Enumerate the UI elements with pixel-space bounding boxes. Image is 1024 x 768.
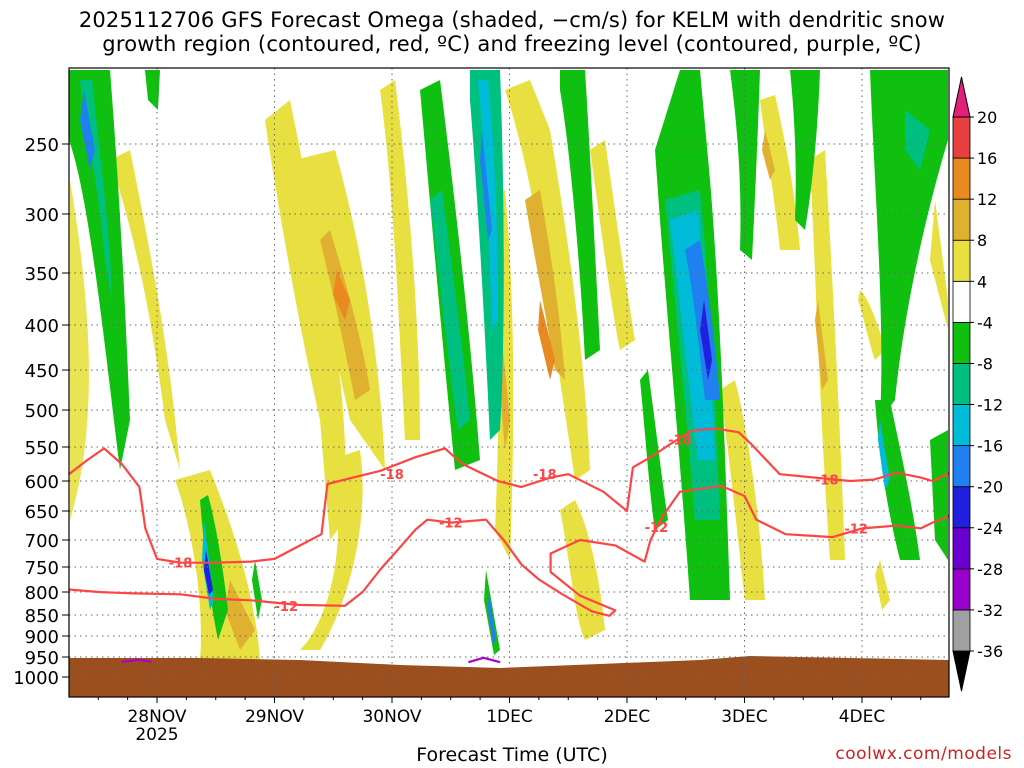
y-tick-label: 950 xyxy=(25,648,59,669)
colorbar-bin xyxy=(952,239,971,282)
contour-label: -12 xyxy=(439,517,463,532)
chart-title-line1: 2025112706 GFS Forecast Omega (shaded, −… xyxy=(78,8,946,32)
colorbar-tick-label: -16 xyxy=(977,437,1003,456)
y-tick-label: 400 xyxy=(25,316,59,337)
x-tick-label: 29NOV xyxy=(245,707,304,727)
colorbar-tick-label: -4 xyxy=(977,313,993,332)
contour-label: -18 xyxy=(815,474,839,489)
y-tick-label: 800 xyxy=(25,583,59,604)
x-axis-label: Forecast Time (UTC) xyxy=(416,744,608,766)
contour-label: -12 xyxy=(844,522,868,537)
y-tick-label: 450 xyxy=(25,361,59,382)
contour-line xyxy=(121,658,152,663)
y-tick-label: 850 xyxy=(25,606,59,627)
colorbar-tick-label: 16 xyxy=(977,149,997,168)
y-tick-label: 350 xyxy=(25,264,59,285)
contour-label: -18 xyxy=(380,468,404,483)
y-tick-label: 500 xyxy=(25,401,59,422)
grid-lines xyxy=(69,68,949,697)
colorbar-bin xyxy=(952,445,971,488)
colorbar-tick-label: -20 xyxy=(977,478,1003,497)
temperature-contours xyxy=(69,427,949,664)
colorbar-bin xyxy=(952,486,971,529)
y-tick-label: 700 xyxy=(25,531,59,552)
colorbar-bin xyxy=(952,321,971,364)
x-tick-label: 2DEC xyxy=(604,707,651,727)
colorbar-bin xyxy=(952,116,971,159)
y-tick-label: 600 xyxy=(25,472,59,493)
colorbar-bin xyxy=(952,280,971,323)
colorbar-bin xyxy=(952,609,971,652)
x-tick-label: 1DEC xyxy=(486,707,533,727)
contour-labels: -18 -18 -18 -18 -18 -12 -12 -12 -12 xyxy=(169,434,868,615)
colorbar-min-arrow xyxy=(952,650,971,692)
omega-shading xyxy=(69,70,948,660)
y-tick-label: 550 xyxy=(25,438,59,459)
colorbar-tick-label: 12 xyxy=(977,190,997,209)
colorbar-bin xyxy=(952,527,971,570)
x-tick-sublabel: 2025 xyxy=(135,725,178,745)
x-tick-label: 28NOV xyxy=(127,707,186,727)
colorbar: -36 -32 -28 -24 -20 -16 -12 -8 -4 4 8 12 16 20 xyxy=(952,76,1003,692)
colorbar-tick-label: 8 xyxy=(977,231,987,250)
colorbar-tick-label: -8 xyxy=(977,354,993,373)
y-axis: 2503003504004505005506006507007508008509… xyxy=(13,135,69,689)
colorbar-bin xyxy=(952,404,971,447)
colorbar-tick-label: 4 xyxy=(977,272,987,291)
colorbar-tick-label: -12 xyxy=(977,396,1003,415)
contour-line xyxy=(69,427,949,564)
x-tick-label: 30NOV xyxy=(362,707,421,727)
x-tick-label: 4DEC xyxy=(839,707,886,727)
colorbar-bin xyxy=(952,198,971,241)
y-tick-label: 1000 xyxy=(13,668,59,689)
colorbar-bin xyxy=(952,157,971,200)
y-tick-label: 900 xyxy=(25,627,59,648)
contour-label: -18 xyxy=(169,557,193,572)
colorbar-tick-label: -24 xyxy=(977,519,1003,538)
y-tick-label: 300 xyxy=(25,205,59,226)
contour-label: -12 xyxy=(645,521,669,536)
colorbar-max-arrow xyxy=(952,76,971,118)
contour-label: -12 xyxy=(275,600,299,615)
colorbar-bin xyxy=(952,363,971,405)
contour-line xyxy=(468,656,501,664)
y-tick-label: 250 xyxy=(25,135,59,156)
contour-line xyxy=(69,484,949,617)
colorbar-bin xyxy=(952,568,971,611)
colorbar-tick-label: -32 xyxy=(977,601,1003,620)
contour-label: -18 xyxy=(668,434,692,449)
x-tick-label: 3DEC xyxy=(721,707,768,727)
credit-link[interactable]: coolwx.com/models xyxy=(835,744,1012,764)
contour-label: -18 xyxy=(533,468,557,483)
y-tick-label: 750 xyxy=(25,558,59,579)
y-tick-label: 650 xyxy=(25,502,59,523)
colorbar-tick-label: 20 xyxy=(977,108,997,127)
colorbar-tick-label: -36 xyxy=(977,642,1003,661)
colorbar-tick-label: -28 xyxy=(977,560,1003,579)
chart-title-line2: growth region (contoured, red, ºC) and f… xyxy=(102,32,922,56)
